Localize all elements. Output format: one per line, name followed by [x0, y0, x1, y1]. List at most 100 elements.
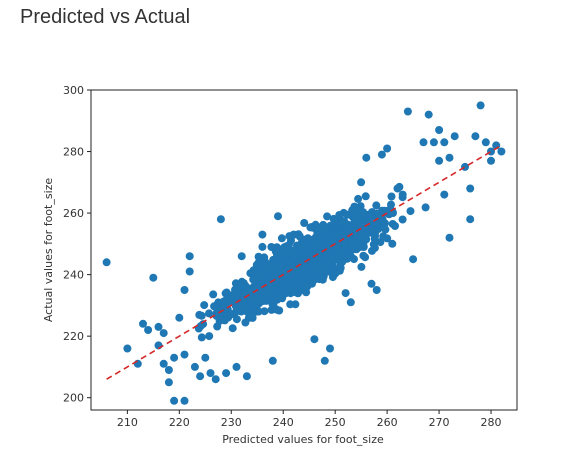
cloud-point	[372, 209, 381, 218]
data-point	[445, 233, 454, 242]
data-point	[372, 286, 381, 294]
cloud-point	[205, 332, 214, 341]
cloud-point	[381, 225, 390, 234]
cloud-point	[406, 207, 415, 216]
cloud-point	[328, 273, 337, 282]
data-point	[268, 356, 277, 365]
cloud-point	[250, 301, 259, 310]
cloud-point	[282, 279, 291, 288]
data-point	[398, 190, 407, 199]
cloud-point	[234, 284, 243, 293]
cloud-point	[371, 232, 379, 241]
data-point	[471, 132, 480, 141]
data-point	[206, 369, 215, 378]
cloud-point	[317, 266, 326, 275]
data-point	[424, 110, 433, 119]
cloud-point	[213, 322, 222, 331]
data-point	[383, 144, 392, 153]
x-tick-label: 230	[221, 416, 242, 429]
reference-line-layer	[106, 144, 502, 380]
cloud-point	[359, 251, 368, 260]
cloud-point	[240, 289, 249, 298]
cloud-point	[335, 247, 344, 256]
cloud-point	[269, 287, 277, 296]
cloud-point	[291, 288, 300, 297]
cloud-point	[285, 257, 294, 266]
cloud-point	[246, 269, 255, 278]
data-point	[196, 372, 205, 381]
cloud-point	[323, 212, 332, 221]
data-point	[258, 242, 267, 251]
data-point	[258, 230, 267, 239]
data-point	[466, 215, 475, 224]
data-point	[211, 375, 220, 384]
cloud-point	[380, 208, 389, 217]
data-point	[164, 378, 173, 387]
x-tick-label: 250	[325, 416, 346, 429]
y-axis-ticks: 200 220 240 260 280 300	[63, 84, 91, 405]
cloud-point	[249, 275, 258, 284]
data-point	[170, 396, 179, 405]
data-point	[403, 107, 412, 116]
cloud-point	[340, 217, 349, 226]
cloud-point	[197, 333, 206, 342]
data-point	[320, 356, 329, 365]
data-point	[487, 147, 495, 156]
cloud-point	[325, 247, 334, 255]
cloud-point	[293, 267, 301, 276]
cloud-point	[222, 288, 231, 297]
x-axis-ticks: 210 220 230 240 250 260 270 280	[117, 410, 502, 429]
y-tick-label: 240	[63, 269, 84, 282]
cloud-point	[276, 261, 285, 270]
data-point	[144, 326, 153, 334]
cloud-point	[302, 281, 311, 290]
cloud-point	[398, 215, 407, 224]
cloud-point	[241, 318, 250, 327]
data-point	[362, 153, 371, 162]
data-point	[164, 366, 173, 374]
cloud-point	[223, 305, 232, 314]
page-title: Predicted vs Actual	[20, 6, 191, 28]
cloud-point	[306, 223, 315, 232]
cloud-point	[351, 212, 360, 221]
data-point	[154, 322, 163, 331]
y-tick-label: 300	[63, 84, 84, 97]
data-point	[149, 273, 158, 282]
cloud-point	[343, 254, 352, 263]
data-point	[139, 319, 147, 328]
data-point	[133, 359, 142, 368]
data-point	[310, 335, 319, 344]
cloud-point	[361, 192, 370, 201]
data-point	[466, 184, 475, 193]
cloud-point	[277, 234, 286, 243]
data-point	[435, 126, 444, 134]
cloud-point	[353, 237, 362, 245]
cloud-point	[223, 295, 232, 303]
cloud-point	[209, 290, 218, 299]
cloud-point	[254, 263, 263, 272]
data-point	[497, 147, 506, 156]
cloud-point	[286, 300, 295, 309]
cloud-point	[269, 266, 277, 275]
y-tick-label: 200	[63, 392, 84, 405]
cloud-point	[260, 307, 269, 316]
y-tick-label: 260	[63, 207, 84, 220]
data-point	[429, 138, 438, 147]
cloud-point	[314, 224, 323, 233]
data-point	[367, 279, 376, 288]
cloud-point	[354, 194, 363, 203]
cloud-point	[199, 320, 208, 329]
cloud-point	[383, 234, 392, 243]
data-point	[388, 239, 397, 248]
data-point	[180, 350, 189, 359]
cloud-point	[300, 219, 309, 227]
cloud-point	[267, 243, 276, 251]
cloud-point	[351, 220, 360, 229]
data-point	[123, 344, 132, 353]
cloud-point	[357, 262, 366, 271]
data-point	[102, 258, 111, 267]
cloud-point	[309, 243, 318, 252]
cloud-point	[311, 264, 320, 273]
cloud-point	[329, 214, 338, 223]
cloud-point	[228, 324, 237, 333]
